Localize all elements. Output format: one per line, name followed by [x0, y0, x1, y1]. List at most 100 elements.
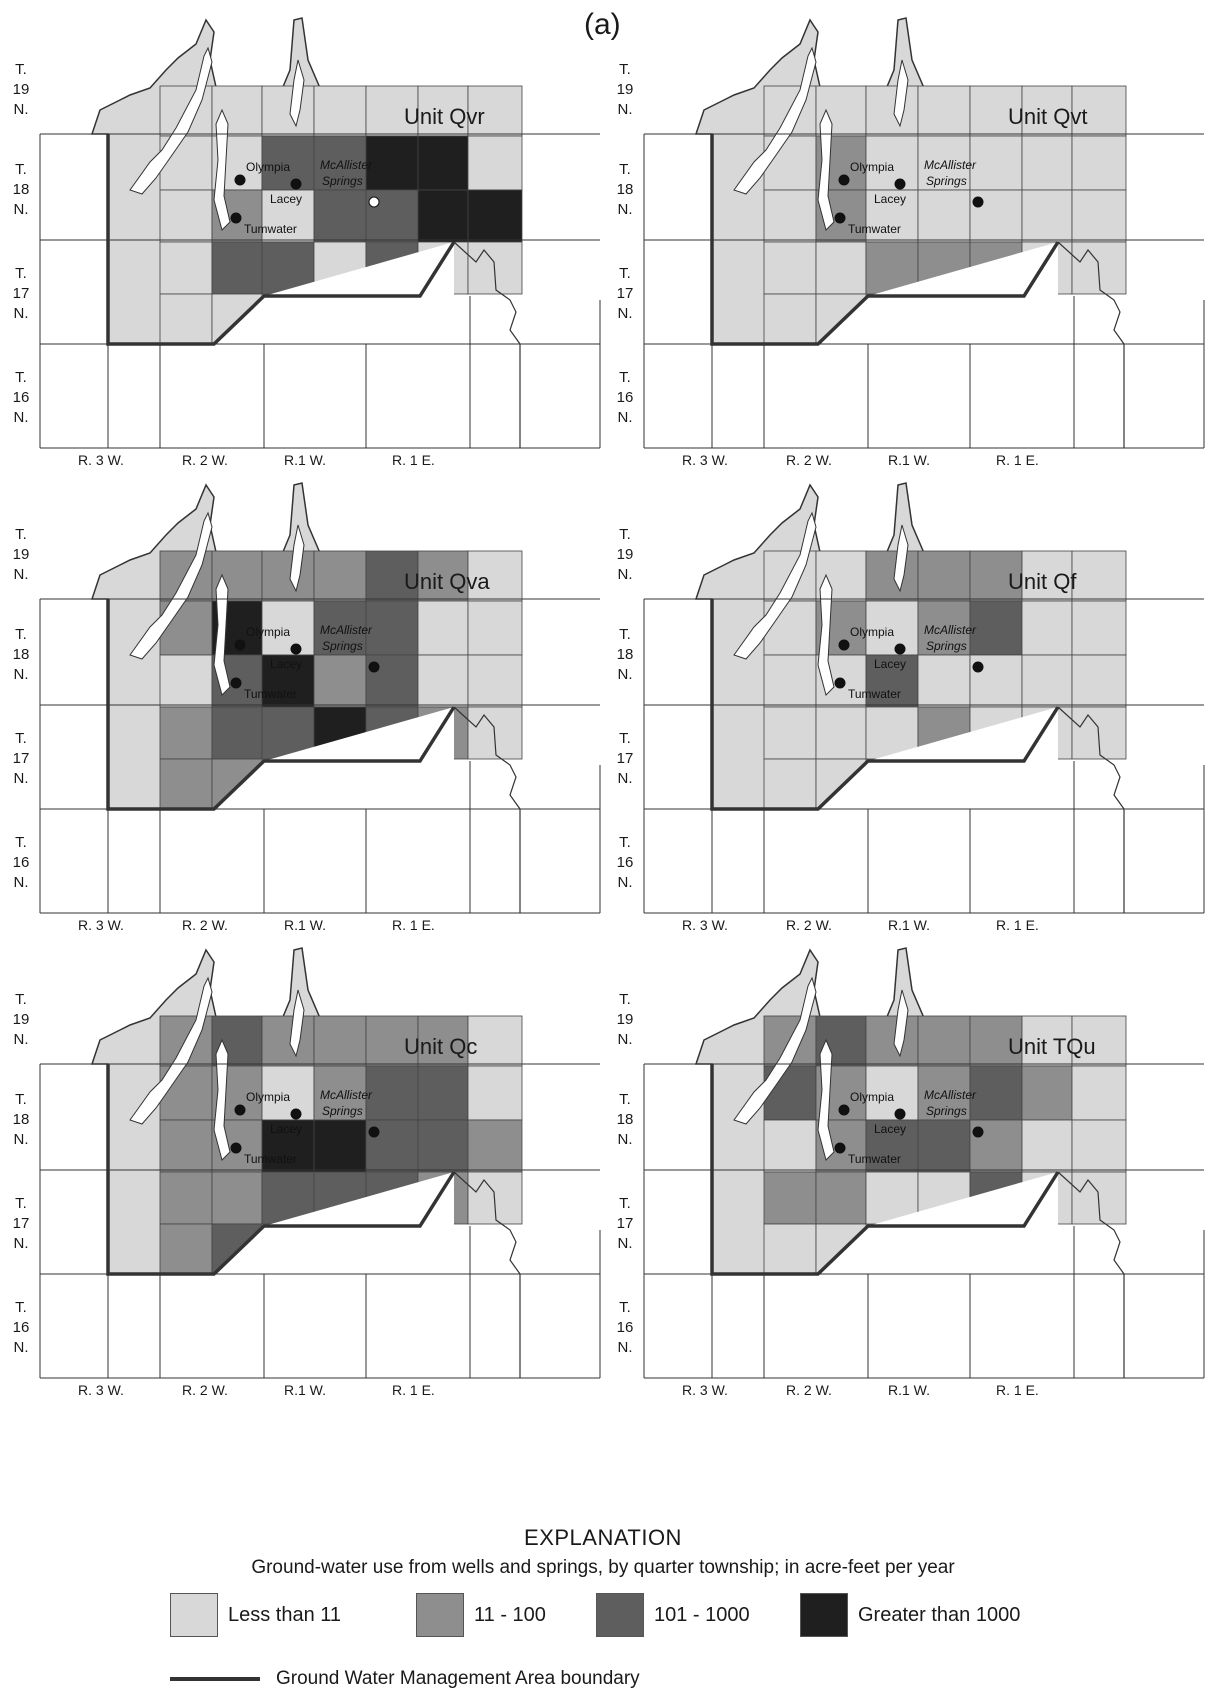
quarter-township-cell — [211, 706, 263, 760]
place-label: Tumwater — [244, 1152, 297, 1166]
quarter-township-cell — [763, 654, 817, 708]
outside-area — [214, 707, 454, 825]
boundary-legend: Ground Water Management Area boundary — [170, 1668, 640, 1690]
unit-title: Unit Qc — [404, 1034, 478, 1059]
quarter-township-cell — [917, 135, 971, 191]
place-label: Springs — [322, 639, 363, 653]
legend-item: Greater than 1000 — [800, 1592, 1020, 1638]
quarter-township-cell — [417, 189, 469, 243]
place-label: Olympia — [850, 1090, 895, 1104]
quarter-township-cell — [917, 1065, 971, 1121]
map-panel: T. 19 N. T. 18 N. T. 17 N. T. 16 N. Olympia Lacey Tumw… — [604, 465, 1205, 965]
range-label: R. 3 W. — [78, 452, 124, 468]
map-panel: T. 19 N. T. 18 N. T. 17 N. T. 16 N. Olympia Lacey Tumw… — [604, 0, 1205, 500]
quarter-township-cell — [763, 1119, 817, 1173]
quarter-township-cell — [467, 1065, 523, 1121]
city-dot — [894, 643, 906, 655]
place-label: McAllister — [320, 158, 373, 172]
township-label: T. 17 N. — [616, 730, 634, 787]
legend-label: Greater than 1000 — [858, 1603, 1021, 1626]
quarter-township-cell — [917, 654, 971, 708]
quarter-township-cell — [159, 654, 213, 708]
quarter-township-cell — [313, 1065, 367, 1121]
city-dot — [894, 1108, 906, 1120]
range-label: R. 2 W. — [182, 452, 228, 468]
quarter-township-cell — [467, 550, 523, 602]
range-label: R.1 W. — [284, 452, 327, 468]
place-label: Springs — [926, 174, 967, 188]
quarter-township-cell — [365, 550, 419, 602]
water-inlet — [213, 573, 231, 696]
quarter-township-cell — [1071, 550, 1127, 602]
township-label: T. 19 N. — [12, 991, 30, 1048]
quarter-township-cell — [159, 1119, 213, 1173]
range-label: R. 3 W. — [78, 1382, 124, 1398]
city-dot — [972, 196, 984, 208]
quarter-township-cell — [467, 189, 523, 243]
water-inlet — [733, 46, 817, 195]
quarter-township-cell — [365, 1065, 419, 1121]
place-label: Springs — [926, 1104, 967, 1118]
city-dot — [234, 639, 246, 651]
quarter-township-cell — [917, 85, 971, 137]
unit-title: Unit Qf — [1008, 569, 1077, 594]
quarter-township-cell — [313, 189, 367, 243]
quarter-township-cell — [261, 654, 315, 708]
township-label: T. 16 N. — [12, 369, 30, 426]
township-label: T. 16 N. — [12, 1299, 30, 1356]
place-label: McAllister — [320, 623, 373, 637]
place-label: McAllister — [924, 1088, 977, 1102]
map-panel: T. 19 N. T. 18 N. T. 17 N. T. 16 N. Olympia Lacey Tumw… — [0, 0, 601, 500]
shoreline — [1057, 241, 1125, 448]
quarter-township-cell — [815, 706, 867, 760]
unit-title: Unit Qvt — [1008, 104, 1088, 129]
city-dot — [834, 1142, 846, 1154]
quarter-township-cell — [1021, 85, 1073, 137]
map-svg — [643, 482, 1205, 914]
range-label: R. 3 W. — [682, 917, 728, 933]
quarter-township-cell — [417, 1065, 469, 1121]
management-area-boundary — [106, 134, 456, 346]
quarter-township-cell — [417, 550, 469, 602]
boundary-line-sample — [170, 1677, 260, 1681]
quarter-township-cell — [763, 1223, 817, 1275]
outside-area — [214, 242, 454, 360]
map-panel: T. 19 N. T. 18 N. T. 17 N. T. 16 N. Olympia Lacey Tumw… — [0, 930, 601, 1430]
outside-area — [818, 707, 1058, 825]
legend-swatch-class3 — [800, 1593, 848, 1637]
water-inlet — [733, 511, 817, 660]
quarter-township-cell — [1071, 1015, 1127, 1067]
quarter-township-cell — [865, 189, 919, 243]
quarter-township-cell — [313, 550, 367, 602]
quarter-township-cell — [313, 1119, 367, 1173]
quarter-township-cell — [917, 550, 971, 602]
range-label: R. 2 W. — [786, 452, 832, 468]
quarter-township-cell — [969, 1065, 1023, 1121]
range-label: R.1 W. — [888, 917, 931, 933]
legend-label: 101 - 1000 — [654, 1603, 750, 1626]
shoreline — [1057, 1171, 1125, 1378]
place-label: Lacey — [874, 192, 907, 206]
water-inlet — [289, 59, 305, 128]
city-dot — [834, 212, 846, 224]
water-inlet — [817, 1038, 835, 1161]
place-label: Tumwater — [244, 687, 297, 701]
city-dot — [368, 196, 380, 208]
quarter-township-cell — [865, 85, 919, 137]
explanation-subtitle: Ground-water use from wells and springs,… — [251, 1557, 955, 1578]
quarter-township-cell — [261, 1065, 315, 1121]
township-label: T. 18 N. — [12, 161, 30, 218]
water-inlet — [733, 976, 817, 1125]
water-inlet — [893, 989, 909, 1058]
quarter-township-cell — [763, 293, 817, 345]
place-label: Tumwater — [244, 222, 297, 236]
quarter-township-cell — [159, 241, 213, 295]
quarter-township-cell — [865, 550, 919, 602]
city-dot — [368, 661, 380, 673]
unit-title: Unit TQu — [1008, 1034, 1096, 1059]
management-area-boundary — [106, 599, 456, 811]
quarter-township-cell — [467, 85, 523, 137]
quarter-township-cell — [865, 1015, 919, 1067]
city-dot — [368, 1126, 380, 1138]
explanation-title: EXPLANATION — [524, 1525, 682, 1550]
